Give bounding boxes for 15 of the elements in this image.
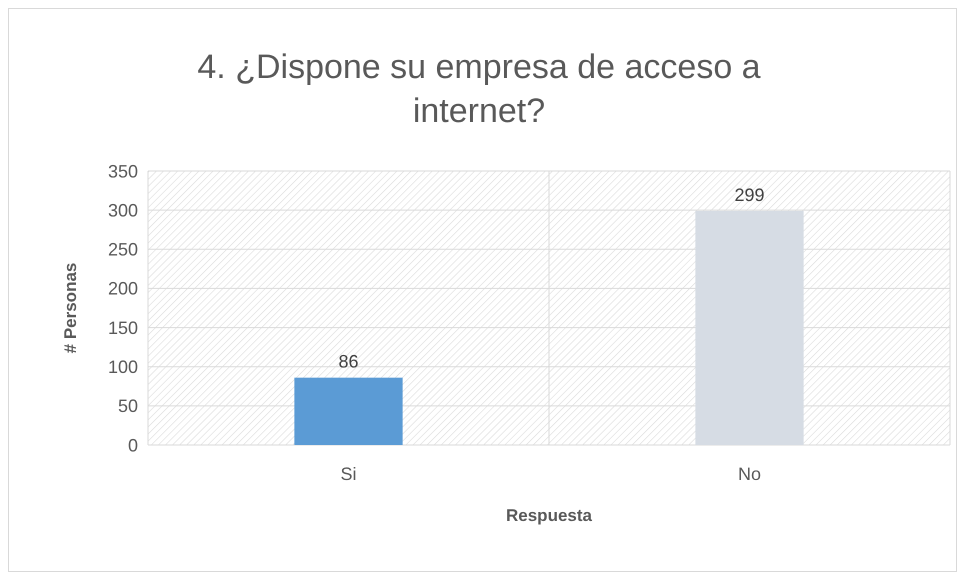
chart-title: 4. ¿Dispone su empresa de acceso a internet? (197, 48, 761, 130)
y-tick-label: 150 (108, 318, 138, 338)
data-label: 86 (338, 352, 359, 372)
y-tick-label: 250 (108, 240, 138, 260)
y-tick-label: 0 (128, 435, 138, 456)
x-tick-label: Si (340, 464, 357, 484)
y-tick-label: 50 (118, 396, 138, 416)
x-tick-label: No (738, 464, 762, 484)
y-axis-title: # Personas (61, 262, 80, 354)
data-label: 299 (734, 184, 765, 205)
y-tick-label: 100 (108, 357, 138, 378)
y-tick-label: 300 (108, 200, 138, 220)
y-tick-label: 200 (108, 278, 138, 299)
x-axis-title: Respuesta (506, 506, 593, 525)
y-tick-label: 350 (108, 161, 138, 182)
